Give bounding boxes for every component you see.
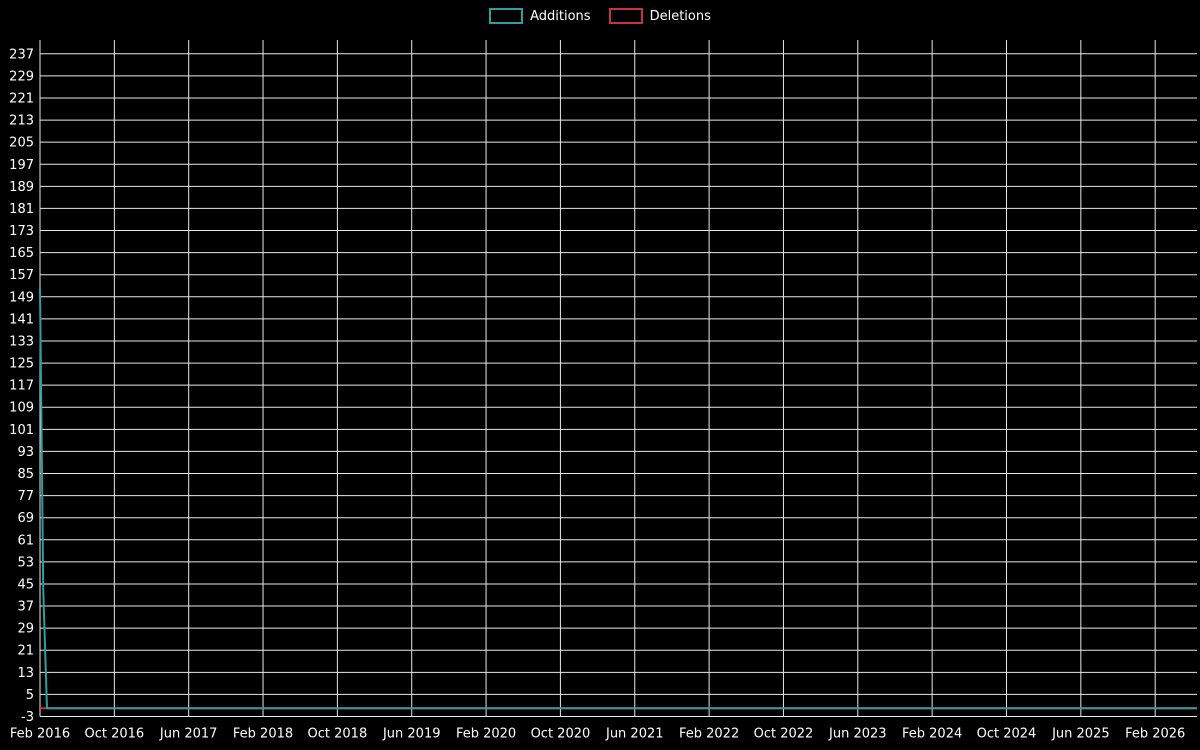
- y-tick-label: 69: [17, 511, 34, 526]
- y-tick-label: 93: [17, 445, 34, 460]
- x-tick-label: Jun 2019: [382, 727, 441, 742]
- y-tick-label: 109: [9, 401, 34, 416]
- y-tick-label: 53: [17, 555, 34, 570]
- y-tick-label: 165: [9, 246, 34, 261]
- x-tick-label: Oct 2024: [977, 727, 1037, 742]
- y-tick-label: 133: [9, 334, 34, 349]
- y-tick-label: 189: [9, 180, 34, 195]
- x-tick-label: Feb 2026: [1125, 727, 1185, 742]
- y-tick-label: 101: [9, 423, 34, 438]
- x-tick-label: Jun 2025: [1051, 727, 1110, 742]
- x-tick-label: Feb 2016: [10, 727, 70, 742]
- chart-legend: Additions Deletions: [0, 8, 1200, 24]
- y-tick-label: 221: [9, 91, 34, 106]
- y-tick-label: 213: [9, 114, 34, 129]
- y-tick-label: 13: [17, 666, 34, 681]
- y-tick-label: 205: [9, 136, 34, 151]
- x-tick-label: Feb 2024: [902, 727, 962, 742]
- x-tick-label: Jun 2017: [159, 727, 218, 742]
- y-tick-label: 157: [9, 268, 34, 283]
- x-tick-label: Feb 2020: [456, 727, 516, 742]
- y-tick-label: 21: [17, 644, 34, 659]
- series-line-additions: [39, 288, 1197, 710]
- y-tick-label: -3: [21, 710, 34, 725]
- deletions-legend-swatch: [608, 8, 643, 24]
- y-tick-label: 173: [9, 224, 34, 239]
- y-tick-label: 237: [9, 47, 34, 62]
- y-tick-label: 45: [17, 577, 34, 592]
- y-tick-label: 5: [26, 688, 34, 703]
- additions-legend-label: Additions: [530, 8, 591, 24]
- y-tick-label: 181: [9, 202, 34, 217]
- y-tick-label: 141: [9, 312, 34, 327]
- x-tick-label: Jun 2021: [605, 727, 664, 742]
- y-tick-label: 117: [9, 379, 34, 394]
- deletions-legend-label: Deletions: [649, 8, 711, 24]
- y-tick-label: 125: [9, 357, 34, 372]
- x-tick-label: Feb 2018: [233, 727, 293, 742]
- x-tick-label: Feb 2022: [679, 727, 739, 742]
- x-tick-label: Oct 2022: [754, 727, 814, 742]
- legend-item-deletions[interactable]: Deletions: [608, 8, 711, 24]
- x-tick-label: Oct 2016: [84, 727, 144, 742]
- x-tick-label: Oct 2020: [531, 727, 591, 742]
- y-tick-label: 85: [17, 467, 34, 482]
- y-tick-label: 29: [17, 622, 34, 637]
- x-tick-label: Jun 2023: [828, 727, 887, 742]
- y-tick-label: 229: [9, 69, 34, 84]
- x-tick-label: Oct 2018: [308, 727, 368, 742]
- additions-legend-swatch: [489, 8, 524, 24]
- y-tick-label: 197: [9, 158, 34, 173]
- y-tick-label: 37: [17, 600, 34, 615]
- legend-item-additions[interactable]: Additions: [489, 8, 591, 24]
- y-tick-label: 61: [17, 533, 34, 548]
- y-tick-label: 149: [9, 290, 34, 305]
- y-tick-label: 77: [17, 489, 34, 504]
